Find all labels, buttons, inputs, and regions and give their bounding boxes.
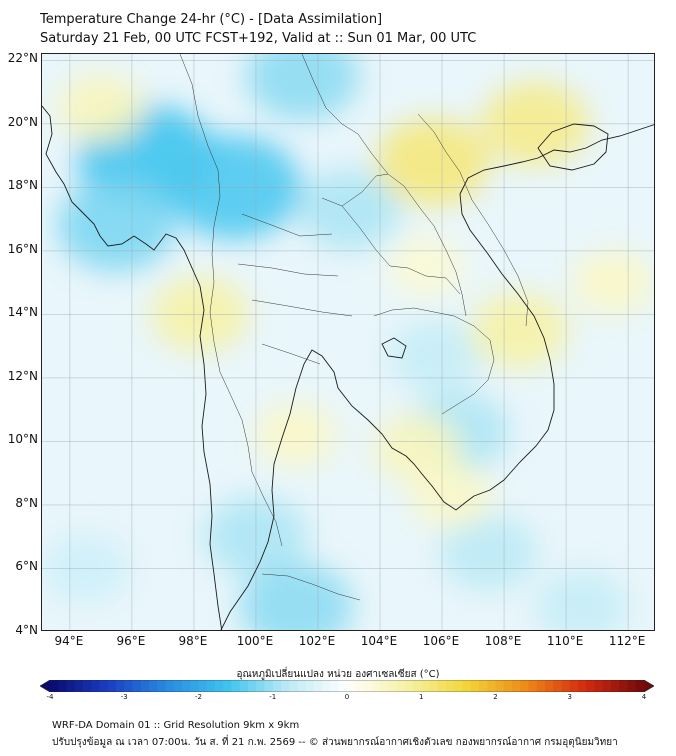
longitude-label: 100°E bbox=[236, 634, 274, 648]
anomaly-cool-6 bbox=[239, 562, 353, 630]
colorbar-tick-label: -3 bbox=[120, 693, 128, 701]
graticule bbox=[42, 54, 654, 630]
colorbar-tick-label: -1 bbox=[269, 693, 277, 701]
map-title: Temperature Change 24-hr (°C) - [Data As… bbox=[40, 12, 383, 27]
colorbar-tick-label: -4 bbox=[46, 693, 54, 701]
coastline-hainan bbox=[537, 123, 609, 171]
temperature-field bbox=[42, 54, 654, 630]
map-subtitle: Saturday 21 Feb, 00 UTC FCST+192, Valid … bbox=[40, 31, 477, 46]
border-laos-thailand bbox=[321, 173, 461, 295]
footer-model-info: WRF-DA Domain 01 :: Grid Resolution 9km … bbox=[52, 720, 300, 731]
latitude-label: 8°N bbox=[15, 495, 38, 510]
latitude-label: 20°N bbox=[7, 114, 38, 129]
latitude-label: 18°N bbox=[7, 178, 38, 193]
colorbar-tick-label: 0 bbox=[344, 693, 350, 701]
colorbar-tick-label: 1 bbox=[419, 693, 424, 701]
longitude-label: 102°E bbox=[298, 634, 336, 648]
longitude-label: 96°E bbox=[116, 634, 146, 648]
anomaly-warm-19 bbox=[373, 413, 461, 482]
border-laos bbox=[301, 54, 467, 317]
border-myanmar-thailand bbox=[179, 54, 283, 547]
admin-boundaries bbox=[179, 54, 529, 601]
coastline-vietnam bbox=[459, 157, 555, 497]
anomaly-warm-15 bbox=[470, 292, 569, 369]
longitude-label: 106°E bbox=[422, 634, 460, 648]
coastline-gulf-of-thailand bbox=[220, 349, 475, 630]
latitude-label: 14°N bbox=[7, 305, 38, 320]
longitude-label: 104°E bbox=[360, 634, 398, 648]
colorbar-title: อุณหภูมิเปลี่ยนแปลง หน่วย องศาเซลเซียส (… bbox=[236, 669, 440, 680]
anomaly-cool-8 bbox=[439, 514, 538, 591]
longitude-label: 94°E bbox=[54, 634, 84, 648]
anomaly-cool-10 bbox=[535, 570, 628, 630]
colorbar-tick-label: 4 bbox=[641, 693, 647, 701]
border-cambodia bbox=[373, 307, 495, 415]
latitude-label: 6°N bbox=[15, 559, 38, 574]
coastline-tonlesap bbox=[381, 337, 407, 359]
anomaly-warm-18 bbox=[255, 403, 338, 468]
coastlines bbox=[42, 105, 654, 630]
colorbar-tick-label: -2 bbox=[195, 693, 202, 701]
longitude-label: 110°E bbox=[546, 634, 584, 648]
anomaly-cool-3 bbox=[245, 54, 360, 121]
colorbar-tick-label: 3 bbox=[567, 693, 572, 701]
anomaly-cool-4 bbox=[297, 169, 401, 250]
coastline-china-south bbox=[537, 124, 654, 159]
anomaly-warm-21 bbox=[388, 236, 465, 297]
map-panel bbox=[41, 53, 655, 631]
longitude-label: 108°E bbox=[484, 634, 522, 648]
anomaly-cool-2 bbox=[57, 179, 176, 272]
border-malaysia bbox=[261, 573, 361, 601]
border-provinces-thailand bbox=[237, 213, 353, 365]
latitude-label: 4°N bbox=[15, 623, 38, 637]
anomaly-cool-9 bbox=[389, 319, 483, 392]
latitude-label: 22°N bbox=[7, 51, 38, 66]
map-canvas bbox=[42, 54, 654, 630]
colorbar-tick-label: 2 bbox=[493, 693, 498, 701]
coastline-bay-of-bengal bbox=[42, 105, 223, 630]
latitude-label: 10°N bbox=[7, 432, 38, 447]
longitude-label: 112°E bbox=[608, 634, 646, 648]
border-vietnam-laos bbox=[417, 113, 529, 327]
longitude-label: 98°E bbox=[178, 634, 208, 648]
anomaly-warm-17 bbox=[571, 250, 654, 315]
colorbar bbox=[40, 680, 654, 692]
anomaly-warm-20 bbox=[410, 463, 493, 528]
latitude-label: 12°N bbox=[7, 368, 38, 383]
footer-credit: ปรับปรุงข้อมูล ณ เวลา 07:00น. วัน ส. ที่… bbox=[52, 737, 618, 748]
latitude-label: 16°N bbox=[7, 241, 38, 256]
anomaly-warm-12 bbox=[376, 117, 490, 206]
anomaly-warm-16 bbox=[57, 73, 145, 142]
